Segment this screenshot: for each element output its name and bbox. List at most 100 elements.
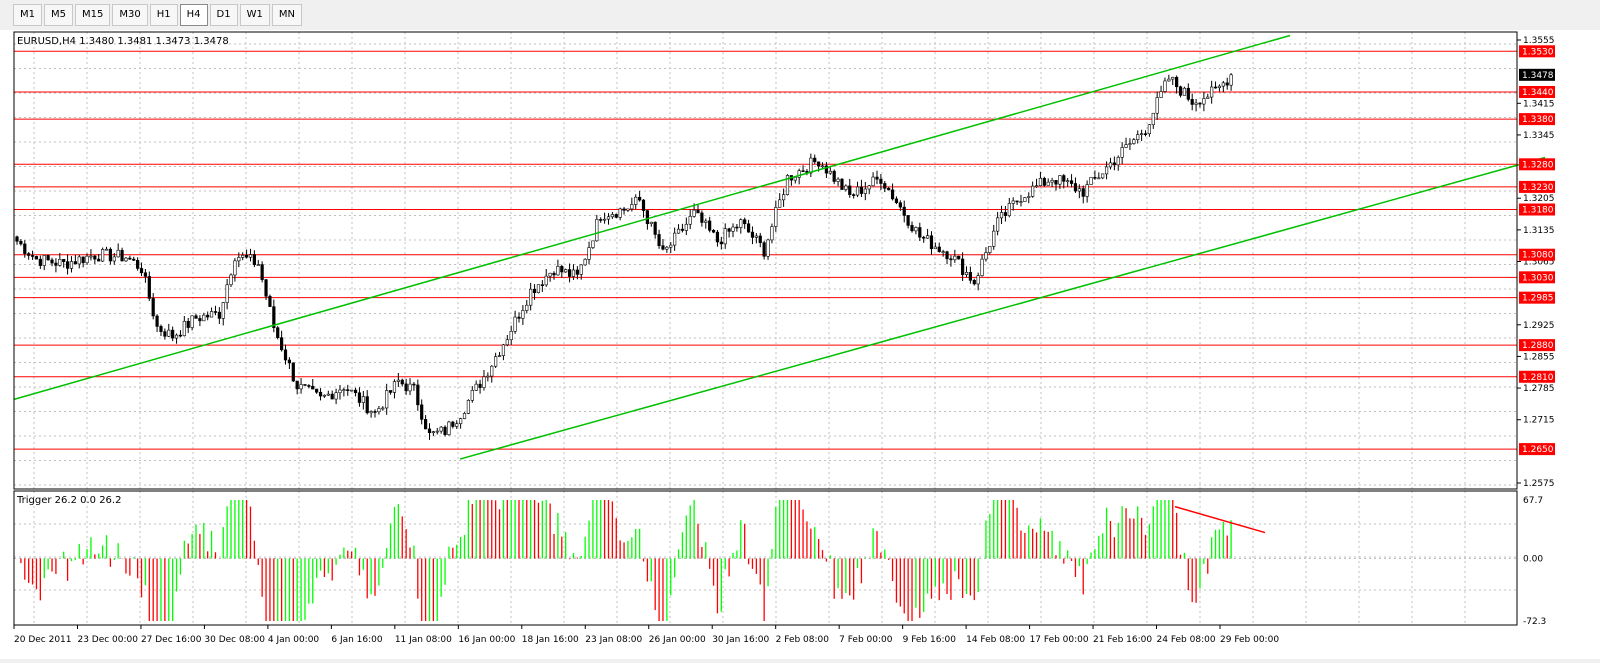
candle [101,247,105,262]
candle [634,194,638,210]
candle [532,284,537,300]
candle [774,200,778,232]
price-scale-label: 1.2855 [1523,352,1555,362]
candle [758,232,762,248]
candle [213,305,218,316]
candle [42,255,46,271]
timeframe-button-d1[interactable]: D1 [209,4,238,26]
candle [365,390,369,415]
candle [381,406,385,411]
level-price-tag [1519,158,1555,171]
candle [167,323,171,338]
candle [1124,137,1128,149]
candle [813,154,817,164]
trigger-histogram [14,500,1517,621]
candle [396,372,400,388]
candle [19,239,23,246]
candle [1031,181,1035,198]
candle [330,390,334,400]
candle [556,259,560,276]
timeframe-button-h4[interactable]: H4 [179,4,208,26]
candle [1229,73,1233,91]
candle [1140,129,1144,141]
candle [494,352,498,368]
timeframe-button-mn[interactable]: MN [271,4,302,26]
timeframe-button-m1[interactable]: M1 [13,4,42,26]
candle [894,196,899,205]
candle [427,423,432,440]
candle [1050,177,1054,188]
level-price-tag [1519,370,1555,383]
time-axis-label: 20 Dec 2011 [14,635,72,645]
chart-window[interactable]: 1.3555 1.3415 1.3345 1.3205 1.3135 1.3065 1.29… [0,30,1600,659]
candle [1120,142,1124,164]
channel-upper-line[interactable] [13,34,1291,401]
candle [27,252,31,260]
candle [501,343,506,361]
candle [400,378,404,387]
time-axis-label: 29 Feb 00:00 [1220,635,1279,645]
timeframe-button-m5[interactable]: M5 [44,4,73,26]
candle [221,301,225,326]
candle [65,254,70,275]
candle [474,380,478,391]
level-price-label: 1.3030 [1522,273,1554,283]
level-price-label: 1.2880 [1522,341,1554,351]
candle [159,324,163,337]
candle [906,215,910,229]
candle [945,250,949,265]
candle [97,253,101,262]
divergence-line[interactable] [1174,505,1266,534]
candle [626,208,630,212]
candle [910,221,914,233]
level-price-label: 1.3180 [1522,206,1554,216]
candle [353,387,358,397]
channel-lower-line[interactable] [459,156,1546,460]
candle [182,315,186,337]
price-chart[interactable]: 1.3555 1.3415 1.3345 1.3205 1.3135 1.3065 1.29… [0,30,1600,659]
candle [408,378,412,395]
time-axis-label: 27 Dec 16:00 [141,635,202,645]
candle [918,222,922,241]
candle [15,235,19,245]
level-price-tag [1519,291,1555,304]
candle [1210,80,1214,104]
candle [1182,86,1187,96]
candle [1147,124,1151,137]
price-scale-label: 1.2715 [1523,416,1555,426]
level-price-tag [1519,45,1555,58]
candle [1089,176,1093,185]
candle [766,238,770,260]
candle [1178,85,1183,98]
timeframe-button-m30[interactable]: M30 [112,4,148,26]
timeframe-button-h1[interactable]: H1 [149,4,178,26]
candle [163,328,167,340]
candle [719,236,723,250]
time-axis-label: 21 Feb 16:00 [1093,635,1152,645]
candle [1093,170,1097,180]
candle [964,266,969,278]
candle [1073,177,1078,193]
candle [525,299,529,314]
candle [727,227,731,238]
symbol-info: EURUSD,H4 1.3480 1.3481 1.3473 1.3478 [17,36,229,47]
candle [209,307,214,318]
candle [933,242,937,250]
candle [85,253,89,265]
trend-channel[interactable] [13,34,1546,460]
candle [809,153,813,177]
candle [369,410,373,418]
candle [350,389,354,392]
candle [241,252,245,261]
timeframe-button-w1[interactable]: W1 [239,4,270,26]
candle [1206,93,1210,99]
candle [486,372,490,382]
indicator-scale-label: 0.00 [1523,555,1543,565]
candle [591,240,595,250]
timeframe-button-m15[interactable]: M15 [75,4,111,26]
level-price-label: 1.3080 [1522,251,1554,261]
candle [762,240,766,260]
candle [30,250,35,260]
horizontal-levels[interactable] [14,50,1517,450]
current-price-tag [1519,68,1555,81]
